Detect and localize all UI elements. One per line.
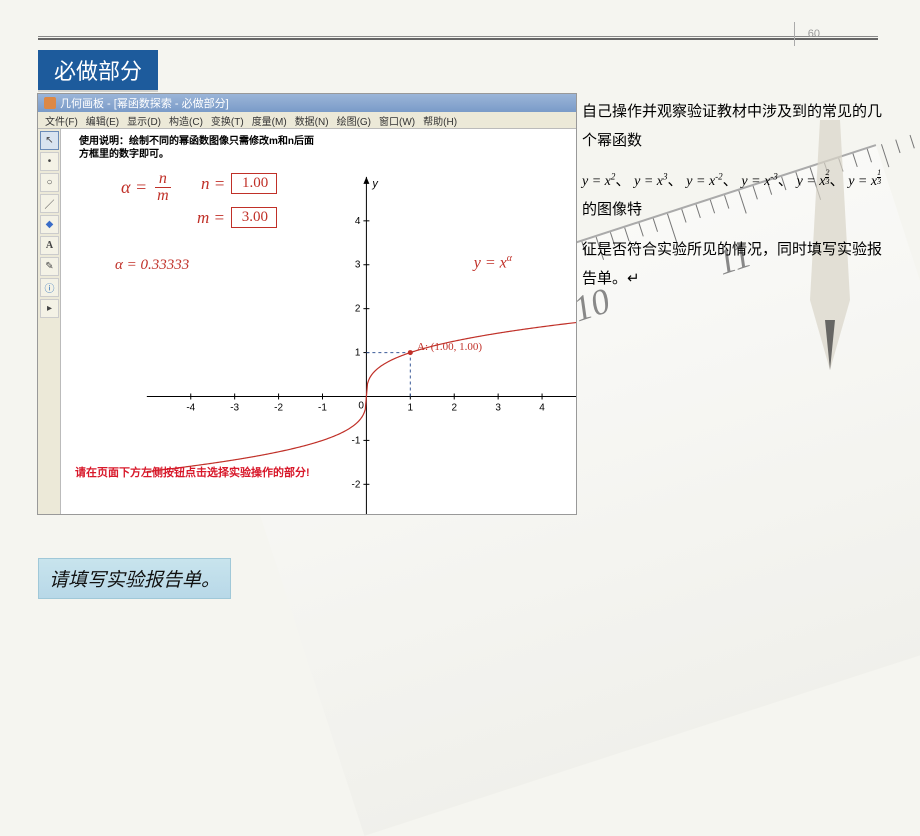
margin-tick: 60 xyxy=(808,28,820,40)
side-tail2: 征是否符合实验所见的情况，同时填写实验报告单。↵ xyxy=(582,236,892,293)
svg-text:-4: -4 xyxy=(186,402,195,413)
svg-text:-1: -1 xyxy=(352,435,361,446)
side-intro: 自己操作并观察验证教材中涉及到的常见的几个幂函数 xyxy=(582,98,892,155)
gsp-canvas[interactable]: 使用说明：绘制不同的幂函数图像只需修改m和n后面方框里的数字即可。 α = nm… xyxy=(61,129,576,514)
svg-text:-1: -1 xyxy=(318,402,327,413)
menu-transform[interactable]: 变换(T) xyxy=(208,113,247,127)
section-title: 必做部分 xyxy=(54,59,142,84)
coordinate-plot: xy-4-3-2-112345-6-5-4-3-2-112340 xyxy=(67,137,576,514)
gsp-toolbar: ↖ • ○ ／ ◆ A ✎ ⓘ ▸ xyxy=(38,129,61,514)
svg-text:3: 3 xyxy=(495,402,501,413)
menu-graph[interactable]: 绘图(G) xyxy=(334,113,374,127)
section-header: 必做部分 xyxy=(38,50,158,90)
point-a-label: A: (1.00, 1.00) xyxy=(417,341,482,353)
arrow-tool[interactable]: ↖ xyxy=(40,131,59,150)
gsp-window: 几何画板 - [幂函数探索 - 必做部分] 文件(F) 编辑(E) 显示(D) … xyxy=(37,93,577,515)
svg-text:-2: -2 xyxy=(352,479,361,490)
info-tool[interactable]: ⓘ xyxy=(40,278,59,297)
svg-text:3: 3 xyxy=(355,260,361,271)
text-tool[interactable]: A xyxy=(40,236,59,255)
menu-display[interactable]: 显示(D) xyxy=(124,113,164,127)
side-text: 自己操作并观察验证教材中涉及到的常见的几个幂函数 y = x2、 y = x3、… xyxy=(582,98,892,293)
menu-construct[interactable]: 构造(C) xyxy=(166,113,206,127)
svg-text:-2: -2 xyxy=(274,402,283,413)
gsp-app-icon xyxy=(44,97,56,109)
svg-text:4: 4 xyxy=(539,402,545,413)
side-tail1: 的图像特 xyxy=(582,202,642,218)
svg-text:0: 0 xyxy=(358,400,364,411)
menu-window[interactable]: 窗口(W) xyxy=(376,113,418,127)
svg-text:1: 1 xyxy=(408,402,414,413)
svg-text:2: 2 xyxy=(451,402,457,413)
menu-data[interactable]: 数据(N) xyxy=(292,113,332,127)
bottom-hint: 请在页面下方左侧按钮点击选择实验操作的部分! xyxy=(75,464,310,480)
menu-help[interactable]: 帮助(H) xyxy=(420,113,460,127)
line-tool[interactable]: ／ xyxy=(40,194,59,213)
top-divider xyxy=(38,36,878,40)
circle-tool[interactable]: ○ xyxy=(40,173,59,192)
polygon-tool[interactable]: ◆ xyxy=(40,215,59,234)
menu-measure[interactable]: 度量(M) xyxy=(249,113,290,127)
pen-tool[interactable]: ✎ xyxy=(40,257,59,276)
custom-tool[interactable]: ▸ xyxy=(40,299,59,318)
svg-text:2: 2 xyxy=(355,304,361,315)
gsp-window-title: 几何画板 - [幂函数探索 - 必做部分] xyxy=(60,95,229,111)
report-prompt-box: 请填写实验报告单。 xyxy=(38,558,231,599)
gsp-menubar: 文件(F) 编辑(E) 显示(D) 构造(C) 变换(T) 度量(M) 数据(N… xyxy=(38,112,576,129)
svg-text:y: y xyxy=(371,178,379,190)
svg-text:4: 4 xyxy=(355,216,361,227)
report-prompt: 请填写实验报告单。 xyxy=(49,570,220,591)
svg-text:1: 1 xyxy=(355,348,361,359)
menu-file[interactable]: 文件(F) xyxy=(42,113,81,127)
point-tool[interactable]: • xyxy=(40,152,59,171)
menu-edit[interactable]: 编辑(E) xyxy=(83,113,122,127)
svg-text:-3: -3 xyxy=(230,402,239,413)
gsp-titlebar[interactable]: 几何画板 - [幂函数探索 - 必做部分] xyxy=(38,94,576,112)
